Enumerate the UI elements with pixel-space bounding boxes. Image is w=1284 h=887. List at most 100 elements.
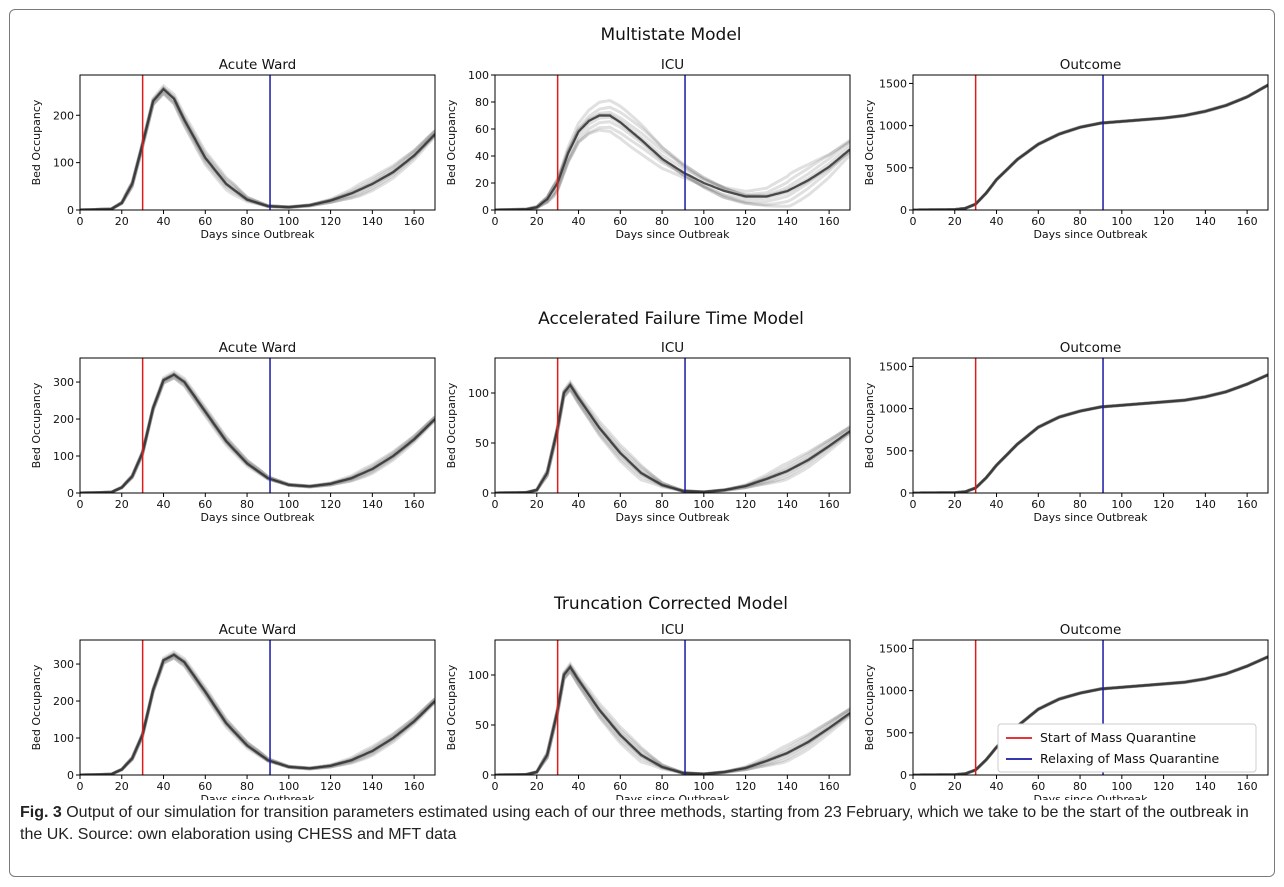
x-tick-label: 60 [613,780,627,793]
trajectory-line [913,373,1268,493]
x-tick-label: 120 [1153,498,1174,511]
trajectory-line [80,91,435,210]
x-tick-label: 100 [693,780,714,793]
x-tick-label: 100 [278,780,299,793]
y-tick-label: 500 [886,162,907,175]
x-tick-label: 20 [115,215,129,228]
x-tick-label: 60 [1031,780,1045,793]
trajectory-band [80,369,435,493]
x-tick-label: 20 [115,780,129,793]
legend: Start of Mass Quarantine Relaxing of Mass… [997,723,1257,773]
x-tick-label: 140 [777,215,798,228]
trajectory-line [495,386,850,493]
x-tick-label: 0 [77,498,84,511]
y-tick-label: 100 [468,669,489,682]
panel: Outcome 0 20 40 60 80 100 120 140 160 0 500 1000 1500… [863,622,1269,800]
x-tick-label: 40 [572,498,586,511]
trajectory-line [495,387,850,493]
x-tick-label: 20 [530,215,544,228]
x-tick-label: 60 [1031,498,1045,511]
x-tick-label: 0 [77,215,84,228]
trajectory-line [80,83,435,210]
x-tick-label: 120 [1153,215,1174,228]
trajectory-line [495,386,850,493]
y-tick-label: 100 [468,387,489,400]
x-axis-label: Days since Outbreak [1033,228,1148,241]
x-tick-label: 80 [655,498,669,511]
row-title: Accelerated Failure Time Model [538,309,804,329]
y-tick-label: 1500 [879,642,907,655]
mean-line [495,114,850,210]
trajectory-line [495,105,850,210]
y-tick-label: 200 [53,695,74,708]
figure-caption: Fig. 3 Output of our simulation for tran… [20,802,1270,846]
x-tick-label: 100 [1111,498,1132,511]
x-axis-label: Days since Outbreak [200,228,315,241]
x-tick-label: 20 [115,498,129,511]
x-tick-label: 120 [320,498,341,511]
x-tick-label: 100 [278,498,299,511]
x-tick-label: 40 [990,498,1004,511]
trajectory-line [495,120,850,210]
y-tick-label: 0 [482,204,489,217]
mean-line [80,653,435,775]
trajectory-line [80,90,435,210]
x-tick-label: 60 [198,780,212,793]
legend-box [997,723,1257,773]
x-axis-label: Days since Outbreak [615,793,730,800]
x-tick-label: 40 [157,498,171,511]
trajectory-band [495,661,850,775]
trajectory-line [495,115,850,210]
panel: Acute Ward 0 20 40 60 80 100 120 140 160 0 100 200 30… [30,622,436,800]
x-tick-label: 20 [948,780,962,793]
plot-frame [79,639,436,776]
x-axis-label: Days since Outbreak [615,511,730,524]
x-tick-label: 0 [492,498,499,511]
x-tick-label: 160 [1237,215,1258,228]
x-tick-label: 160 [404,498,425,511]
y-tick-label: 0 [482,487,489,500]
panel: Acute Ward 0 20 40 60 80 100 120 140 160 0 100 200 Da… [30,57,436,241]
y-tick-label: 1000 [879,120,907,133]
y-tick-label: 50 [475,719,489,732]
trajectory-line [913,83,1268,210]
mean-line [495,665,850,775]
y-axis-label: Bed Occupancy [30,664,43,750]
x-axis-label: Days since Outbreak [1033,793,1148,800]
trajectory-line [495,98,850,210]
caption-text: Output of our simulation for transition … [20,804,1249,843]
x-tick-label: 20 [530,780,544,793]
trajectory-band [913,373,1268,493]
y-axis-label: Bed Occupancy [863,382,876,468]
x-tick-label: 40 [572,215,586,228]
x-tick-label: 60 [613,215,627,228]
mean-line [495,383,850,493]
trajectory-line [80,85,435,210]
x-tick-label: 140 [1195,215,1216,228]
x-tick-label: 140 [1195,780,1216,793]
x-axis-label: Days since Outbreak [615,228,730,241]
x-tick-label: 120 [320,780,341,793]
legend-label: Relaxing of Mass Quarantine [1040,751,1220,766]
y-tick-label: 80 [475,96,489,109]
trajectory-band [495,379,850,493]
x-axis-label: Days since Outbreak [1033,511,1148,524]
panel-title: ICU [661,622,684,638]
x-tick-label: 160 [1237,780,1258,793]
x-tick-label: 80 [1073,780,1087,793]
y-tick-label: 0 [67,769,74,782]
trajectory-line [80,88,435,210]
panel: Outcome 0 20 40 60 80 100 120 140 160 0 500 1000 1500… [863,340,1269,524]
y-tick-label: 0 [67,204,74,217]
x-tick-label: 80 [1073,498,1087,511]
trajectory-line [80,91,435,210]
y-tick-label: 1000 [879,403,907,416]
y-tick-label: 200 [53,109,74,122]
y-tick-label: 20 [475,177,489,190]
trajectory-line [913,83,1268,210]
y-tick-label: 500 [886,445,907,458]
x-tick-label: 140 [1195,498,1216,511]
mean-line [913,373,1268,493]
